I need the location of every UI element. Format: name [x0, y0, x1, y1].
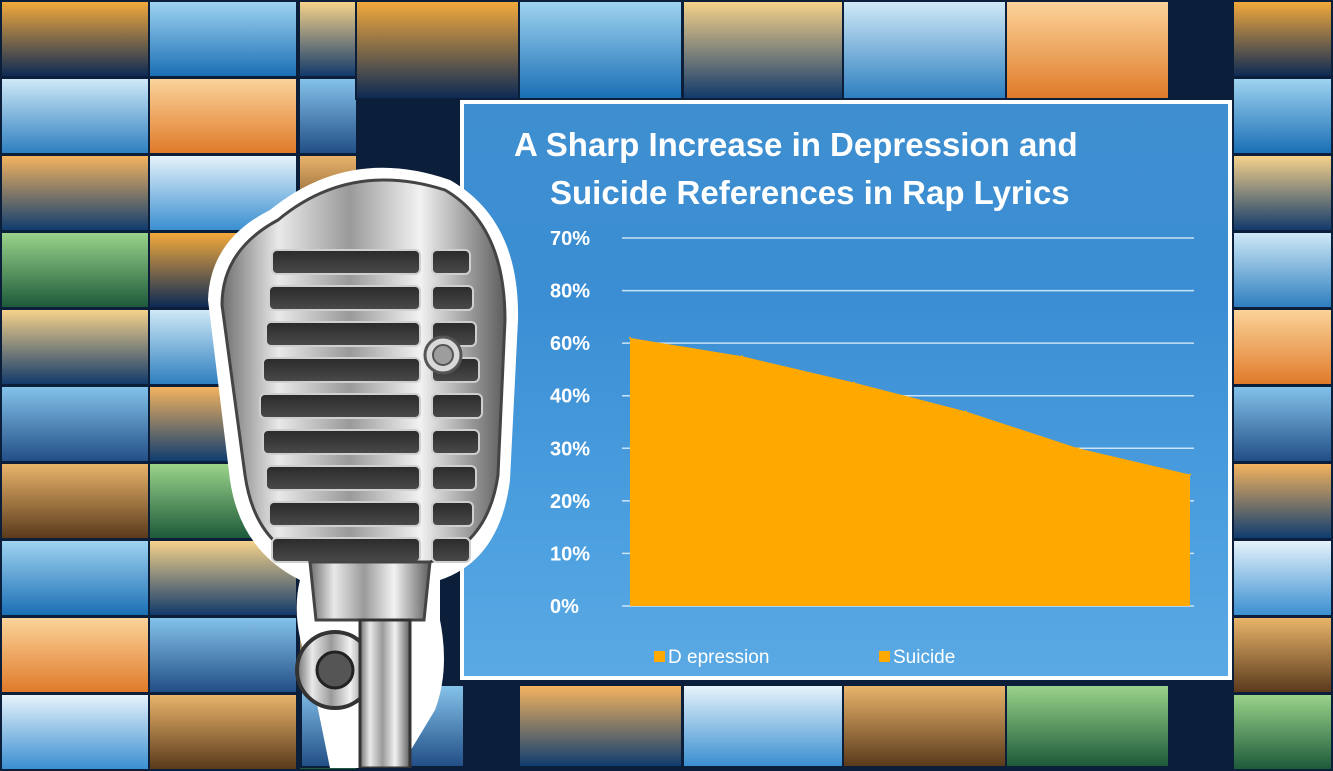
grille-slot	[265, 321, 421, 347]
collage-photo-tile	[0, 0, 150, 78]
grille-slot	[268, 501, 421, 527]
collage-photo-tile	[0, 385, 150, 463]
collage-photo-tile	[1232, 539, 1333, 617]
grille-slot	[262, 429, 421, 455]
grille-slot	[431, 393, 483, 419]
area-series-depression	[630, 337, 1190, 606]
grille-slot	[431, 537, 471, 563]
grille-slot	[431, 465, 477, 491]
area-series-group	[629, 336, 1191, 606]
grille-slot	[271, 249, 421, 275]
y-tick-label: 30%	[550, 438, 590, 460]
collage-photo-tile	[0, 154, 150, 232]
collage-photo-tile	[682, 0, 847, 100]
collage-photo-tile	[0, 231, 150, 309]
collage-photo-tile	[1232, 616, 1333, 694]
collage-photo-tile	[1232, 154, 1333, 232]
area-chart: A Sharp Increase in Depression and Suici…	[514, 126, 1194, 668]
collage-photo-tile	[298, 77, 358, 155]
grille-slot	[265, 465, 421, 491]
collage-photo-tile	[1232, 0, 1333, 78]
y-tick-label: 80%	[550, 281, 590, 303]
collage-photo-tile	[1005, 684, 1170, 768]
chart-title-line-1: A Sharp Increase in Depression and	[514, 126, 1078, 163]
grille-slot	[268, 285, 421, 311]
area-point	[741, 355, 743, 358]
grille-slot	[262, 357, 421, 383]
collage-photo-tile	[148, 0, 298, 78]
collage-photo-tile	[518, 684, 683, 768]
area-point	[965, 410, 967, 413]
collage-photo-tile	[1232, 385, 1333, 463]
collage-photo-tile	[1232, 77, 1333, 155]
collage-photo-tile	[1232, 462, 1333, 540]
collage-photo-tile	[0, 308, 150, 386]
grille-slot	[431, 429, 480, 455]
collage-photo-tile	[682, 684, 847, 768]
microphone-grille	[259, 249, 483, 563]
collage-photo-tile	[518, 0, 683, 100]
collage-photo-tile	[842, 684, 1007, 768]
collage-photo-tile	[148, 77, 298, 155]
legend-swatch	[879, 651, 890, 662]
microphone-icon	[208, 167, 519, 768]
grille-slot	[259, 393, 421, 419]
collage-photo-tile	[1232, 693, 1333, 771]
collage-photo-tile	[298, 0, 358, 78]
collage-photo-tile	[842, 0, 1007, 100]
collage-photo-tile	[1232, 231, 1333, 309]
chart-legend: D epression Suicide	[654, 647, 955, 668]
area-point	[1077, 447, 1079, 450]
area-point	[1189, 473, 1191, 476]
chart-title-line-2: Suicide References in Rap Lyrics	[550, 174, 1070, 211]
collage-photo-tile	[0, 77, 150, 155]
grille-slot	[431, 249, 471, 275]
collage-photo-tile	[0, 616, 150, 694]
grille-slot	[431, 285, 474, 311]
legend-label: Suicide	[893, 647, 955, 668]
grille-slot	[271, 537, 421, 563]
chart-panel: A Sharp Increase in Depression and Suici…	[460, 100, 1232, 680]
y-axis-ticks: 0% 10% 20% 30% 40% 60% 80% 70%	[550, 228, 590, 618]
y-tick-label: 60%	[550, 333, 590, 355]
legend-swatch	[654, 651, 665, 662]
collage-photo-tile	[1232, 308, 1333, 386]
y-tick-label: 70%	[550, 228, 590, 250]
y-tick-label: 0%	[550, 596, 579, 618]
collage-photo-tile	[355, 0, 520, 100]
y-tick-label: 40%	[550, 386, 590, 408]
collage-photo-tile	[0, 539, 150, 617]
grille-slot	[431, 501, 474, 527]
collage-photo-tile	[1005, 0, 1170, 100]
area-point	[853, 381, 855, 384]
y-tick-label: 20%	[550, 491, 590, 513]
y-tick-label: 10%	[550, 543, 590, 565]
area-point	[629, 336, 631, 339]
collage-photo-tile	[148, 693, 298, 771]
collage-photo-tile	[0, 462, 150, 540]
collage-photo-tile	[0, 693, 150, 771]
legend-label: D epression	[668, 647, 769, 668]
